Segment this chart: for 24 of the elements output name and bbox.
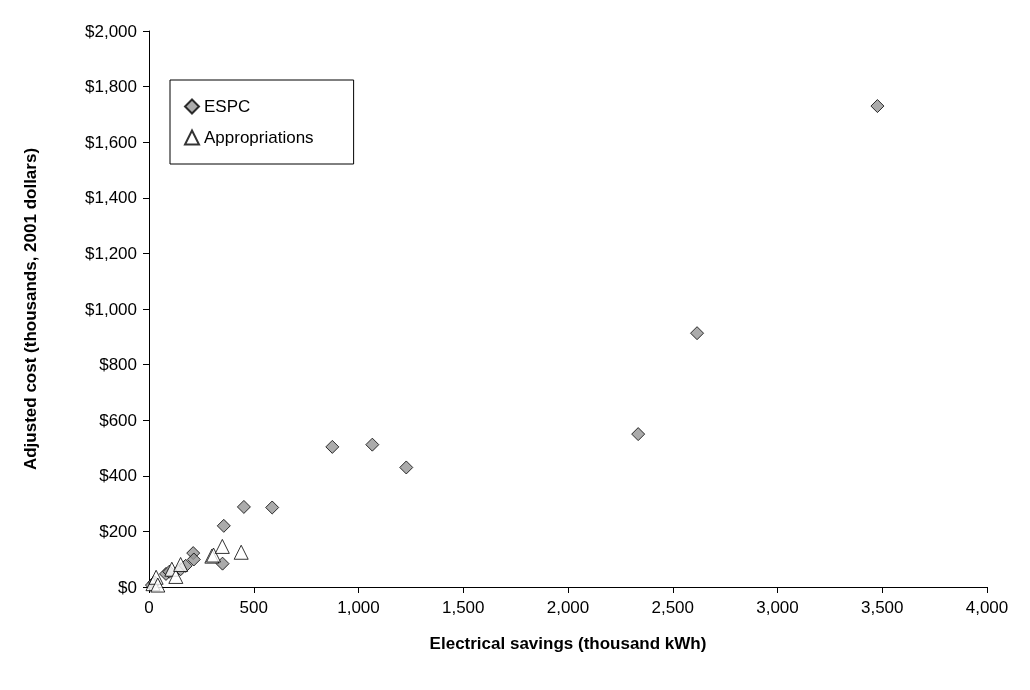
y-tick-label: $2,000 <box>85 21 137 41</box>
y-tick-label: $1,800 <box>85 77 137 97</box>
x-tick-label: 4,000 <box>965 598 1009 617</box>
y-axis-title: Adjusted cost (thousands, 2001 dollars) <box>21 147 40 471</box>
x-tick-label: 3,500 <box>860 598 904 617</box>
x-tick-label: 1,500 <box>441 598 485 617</box>
y-tick-label: $1,000 <box>85 299 137 319</box>
y-tick-label: $1,200 <box>85 243 137 263</box>
x-tick-label: 1,000 <box>337 598 380 617</box>
y-tick-label: $1,400 <box>85 188 137 208</box>
y-tick-label: $400 <box>99 466 137 486</box>
x-axis-title: Electrical savings (thousand kWh) <box>429 634 707 653</box>
legend-label: Appropriations <box>204 128 314 147</box>
legend-label: ESPC <box>204 97 251 116</box>
x-tick-label: 3,000 <box>756 598 799 617</box>
y-tick-label: $800 <box>99 355 137 375</box>
x-tick-label: 2,500 <box>651 598 695 617</box>
y-tick-label: $200 <box>99 521 137 541</box>
y-tick-label: $1,600 <box>85 132 137 152</box>
y-tick-label: $0 <box>118 577 137 597</box>
x-tick-label: 0 <box>144 598 154 617</box>
x-tick-label: 2,000 <box>546 598 590 617</box>
y-tick-label: $600 <box>99 410 137 430</box>
x-tick-label: 500 <box>239 598 268 617</box>
